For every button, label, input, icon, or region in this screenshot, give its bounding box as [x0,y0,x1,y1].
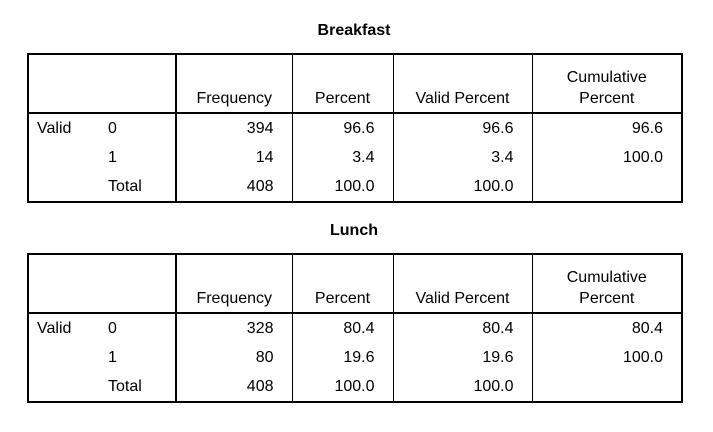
header-empty [98,54,176,113]
header-percent: Percent [291,54,393,113]
row-label [28,143,98,172]
cell-valid-percent: 80.4 [392,313,532,343]
row-value: 1 [108,348,117,366]
header-valid-percent: Valid Percent [392,254,532,313]
cell-cumulative: 100.0 [531,343,682,372]
cell-percent: 19.6 [291,343,393,372]
cell-percent: 100.0 [291,172,393,202]
cell-cumulative: 80.4 [531,313,682,343]
table-row: 1 80 19.6 19.6 100.0 [28,343,682,372]
cell-cumulative [531,372,682,402]
cell-percent: 96.6 [291,113,393,143]
frequency-table-breakfast: Frequency Percent Valid Percent Cumulati… [27,53,683,203]
cell-cumulative: 100.0 [531,143,682,172]
cell-frequency: 80 [175,343,292,372]
row-label [28,372,98,402]
row-value: 1 [108,148,117,166]
row-label [28,343,98,372]
cell-valid-percent: 100.0 [392,372,532,402]
cell-frequency: 408 [175,172,292,202]
table-header-row: Frequency Percent Valid Percent Cumulati… [28,254,682,313]
header-cumulative-percent: Cumulative Percent [531,54,682,113]
cell-cumulative [531,172,682,202]
row-value: 0 [108,119,117,137]
header-cumulative-line1: Cumulative [566,269,647,286]
row-value: Total [108,177,142,195]
header-empty [28,254,98,313]
cell-valid-percent: 100.0 [392,172,532,202]
table-row: Valid 0 328 80.4 80.4 80.4 [28,313,682,343]
cell-frequency: 14 [175,143,292,172]
row-label: Valid [37,319,72,337]
header-percent: Percent [291,254,393,313]
cell-frequency: 328 [175,313,292,343]
header-cumulative-line2: Percent [579,90,635,107]
table-row: Total 408 100.0 100.0 [28,172,682,202]
cell-cumulative: 96.6 [531,113,682,143]
header-empty [28,54,98,113]
cell-valid-percent: 19.6 [392,343,532,372]
row-label: Valid [37,119,72,137]
header-frequency: Frequency [175,254,292,313]
header-valid-percent: Valid Percent [392,54,532,113]
table-title-breakfast: Breakfast [317,22,391,39]
row-value: Total [108,377,142,395]
cell-percent: 3.4 [291,143,393,172]
cell-frequency: 394 [175,113,292,143]
cell-percent: 100.0 [291,372,393,402]
table-header-row: Frequency Percent Valid Percent Cumulati… [28,54,682,113]
table-row: Total 408 100.0 100.0 [28,372,682,402]
header-cumulative-percent: Cumulative Percent [531,254,682,313]
header-empty [98,254,176,313]
table-row: 1 14 3.4 3.4 100.0 [28,143,682,172]
table-title-lunch: Lunch [330,222,378,239]
header-frequency: Frequency [175,54,292,113]
cell-valid-percent: 3.4 [392,143,532,172]
cell-valid-percent: 96.6 [392,113,532,143]
header-cumulative-line1: Cumulative [566,69,647,86]
cell-frequency: 408 [175,372,292,402]
frequency-table-lunch: Frequency Percent Valid Percent Cumulati… [27,253,683,403]
header-cumulative-line2: Percent [579,290,635,307]
row-value: 0 [108,319,117,337]
row-label [28,172,98,202]
cell-percent: 80.4 [291,313,393,343]
table-row: Valid 0 394 96.6 96.6 96.6 [28,113,682,143]
